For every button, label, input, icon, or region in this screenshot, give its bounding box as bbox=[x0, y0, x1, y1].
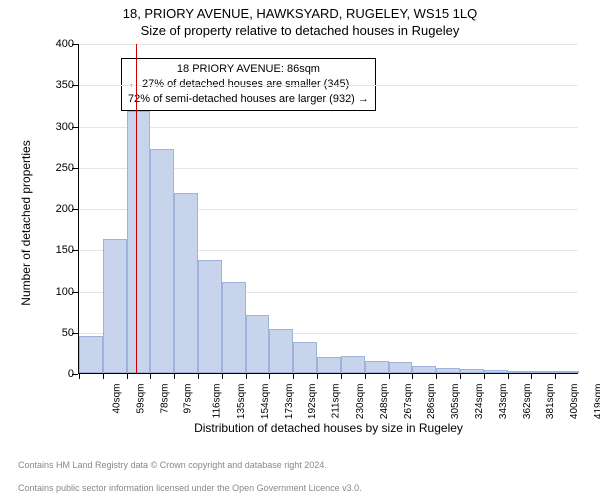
x-tick bbox=[389, 373, 390, 379]
x-tick-label: 154sqm bbox=[260, 384, 271, 420]
histogram-bar bbox=[389, 362, 413, 373]
footer-attribution: Contains HM Land Registry data © Crown c… bbox=[18, 449, 362, 494]
histogram-bar bbox=[508, 371, 532, 373]
x-tick bbox=[555, 373, 556, 379]
x-tick bbox=[341, 373, 342, 379]
x-tick-label: 135sqm bbox=[236, 384, 247, 420]
x-tick bbox=[293, 373, 294, 379]
histogram-bar bbox=[174, 193, 198, 373]
histogram-bar bbox=[365, 361, 389, 373]
histogram-bar bbox=[317, 357, 341, 374]
histogram-bar bbox=[460, 369, 484, 373]
x-tick bbox=[531, 373, 532, 379]
y-tick-label: 350 bbox=[48, 79, 74, 91]
x-tick-label: 59sqm bbox=[135, 384, 146, 414]
plot-region: Distribution of detached houses by size … bbox=[78, 44, 578, 374]
gridline bbox=[79, 44, 578, 45]
y-tick-label: 250 bbox=[48, 162, 74, 174]
annotation-line3: 72% of semi-detached houses are larger (… bbox=[128, 92, 369, 107]
x-tick bbox=[174, 373, 175, 379]
x-tick bbox=[460, 373, 461, 379]
x-tick-label: 362sqm bbox=[522, 384, 533, 420]
y-tick-label: 300 bbox=[48, 121, 74, 133]
x-tick bbox=[508, 373, 509, 379]
x-tick-label: 343sqm bbox=[498, 384, 509, 420]
annotation-line1: 18 PRIORY AVENUE: 86sqm bbox=[128, 62, 369, 77]
x-tick bbox=[127, 373, 128, 379]
x-tick bbox=[79, 373, 80, 379]
x-tick-label: 173sqm bbox=[284, 384, 295, 420]
y-axis-title: Number of detached properties bbox=[19, 140, 33, 305]
histogram-bar bbox=[436, 368, 460, 373]
chart-title-sub: Size of property relative to detached ho… bbox=[0, 21, 600, 38]
histogram-bar bbox=[246, 315, 270, 373]
histogram-bar bbox=[341, 356, 365, 373]
x-tick bbox=[150, 373, 151, 379]
histogram-bar bbox=[269, 329, 293, 373]
histogram-bar bbox=[127, 111, 151, 373]
chart-area: Number of detached properties Distributi… bbox=[48, 44, 578, 402]
x-tick-label: 400sqm bbox=[569, 384, 580, 420]
x-tick bbox=[484, 373, 485, 379]
gridline bbox=[79, 127, 578, 128]
x-tick-label: 286sqm bbox=[427, 384, 438, 420]
x-axis-title: Distribution of detached houses by size … bbox=[194, 421, 463, 435]
footer-line1: Contains HM Land Registry data © Crown c… bbox=[18, 460, 327, 470]
x-tick-label: 305sqm bbox=[450, 384, 461, 420]
x-tick-label: 211sqm bbox=[331, 384, 342, 419]
y-tick-label: 100 bbox=[48, 286, 74, 298]
x-tick-label: 324sqm bbox=[474, 384, 485, 420]
histogram-bar bbox=[531, 371, 555, 373]
x-tick-label: 248sqm bbox=[379, 384, 390, 420]
x-tick bbox=[269, 373, 270, 379]
histogram-bar bbox=[222, 282, 246, 373]
chart-container: 18, PRIORY AVENUE, HAWKSYARD, RUGELEY, W… bbox=[0, 0, 600, 500]
y-tick-label: 0 bbox=[48, 368, 74, 380]
histogram-bar bbox=[412, 366, 436, 373]
x-tick bbox=[317, 373, 318, 379]
y-tick-label: 50 bbox=[48, 327, 74, 339]
x-tick-label: 419sqm bbox=[593, 384, 600, 420]
chart-title-main: 18, PRIORY AVENUE, HAWKSYARD, RUGELEY, W… bbox=[0, 0, 600, 21]
x-tick-label: 78sqm bbox=[159, 384, 170, 414]
x-tick-label: 267sqm bbox=[403, 384, 414, 420]
x-tick-label: 381sqm bbox=[546, 384, 557, 420]
y-tick-label: 400 bbox=[48, 38, 74, 50]
x-tick-label: 40sqm bbox=[111, 384, 122, 414]
histogram-bar bbox=[555, 371, 579, 373]
x-tick bbox=[198, 373, 199, 379]
histogram-bar bbox=[79, 336, 103, 373]
property-marker-line bbox=[136, 44, 137, 373]
x-tick-label: 230sqm bbox=[355, 384, 366, 420]
x-tick-label: 116sqm bbox=[211, 384, 222, 419]
x-tick bbox=[246, 373, 247, 379]
histogram-bar bbox=[198, 260, 222, 373]
x-tick bbox=[365, 373, 366, 379]
gridline bbox=[79, 85, 578, 86]
y-tick-label: 200 bbox=[48, 203, 74, 215]
histogram-bar bbox=[103, 239, 127, 373]
x-tick bbox=[412, 373, 413, 379]
histogram-bar bbox=[150, 149, 174, 373]
footer-line2: Contains public sector information licen… bbox=[18, 483, 362, 493]
x-tick-label: 97sqm bbox=[183, 384, 194, 414]
histogram-bar bbox=[484, 370, 508, 373]
histogram-bar bbox=[293, 342, 317, 373]
x-tick bbox=[222, 373, 223, 379]
x-tick bbox=[103, 373, 104, 379]
y-tick-label: 150 bbox=[48, 244, 74, 256]
x-tick bbox=[436, 373, 437, 379]
x-tick-label: 192sqm bbox=[307, 384, 318, 420]
